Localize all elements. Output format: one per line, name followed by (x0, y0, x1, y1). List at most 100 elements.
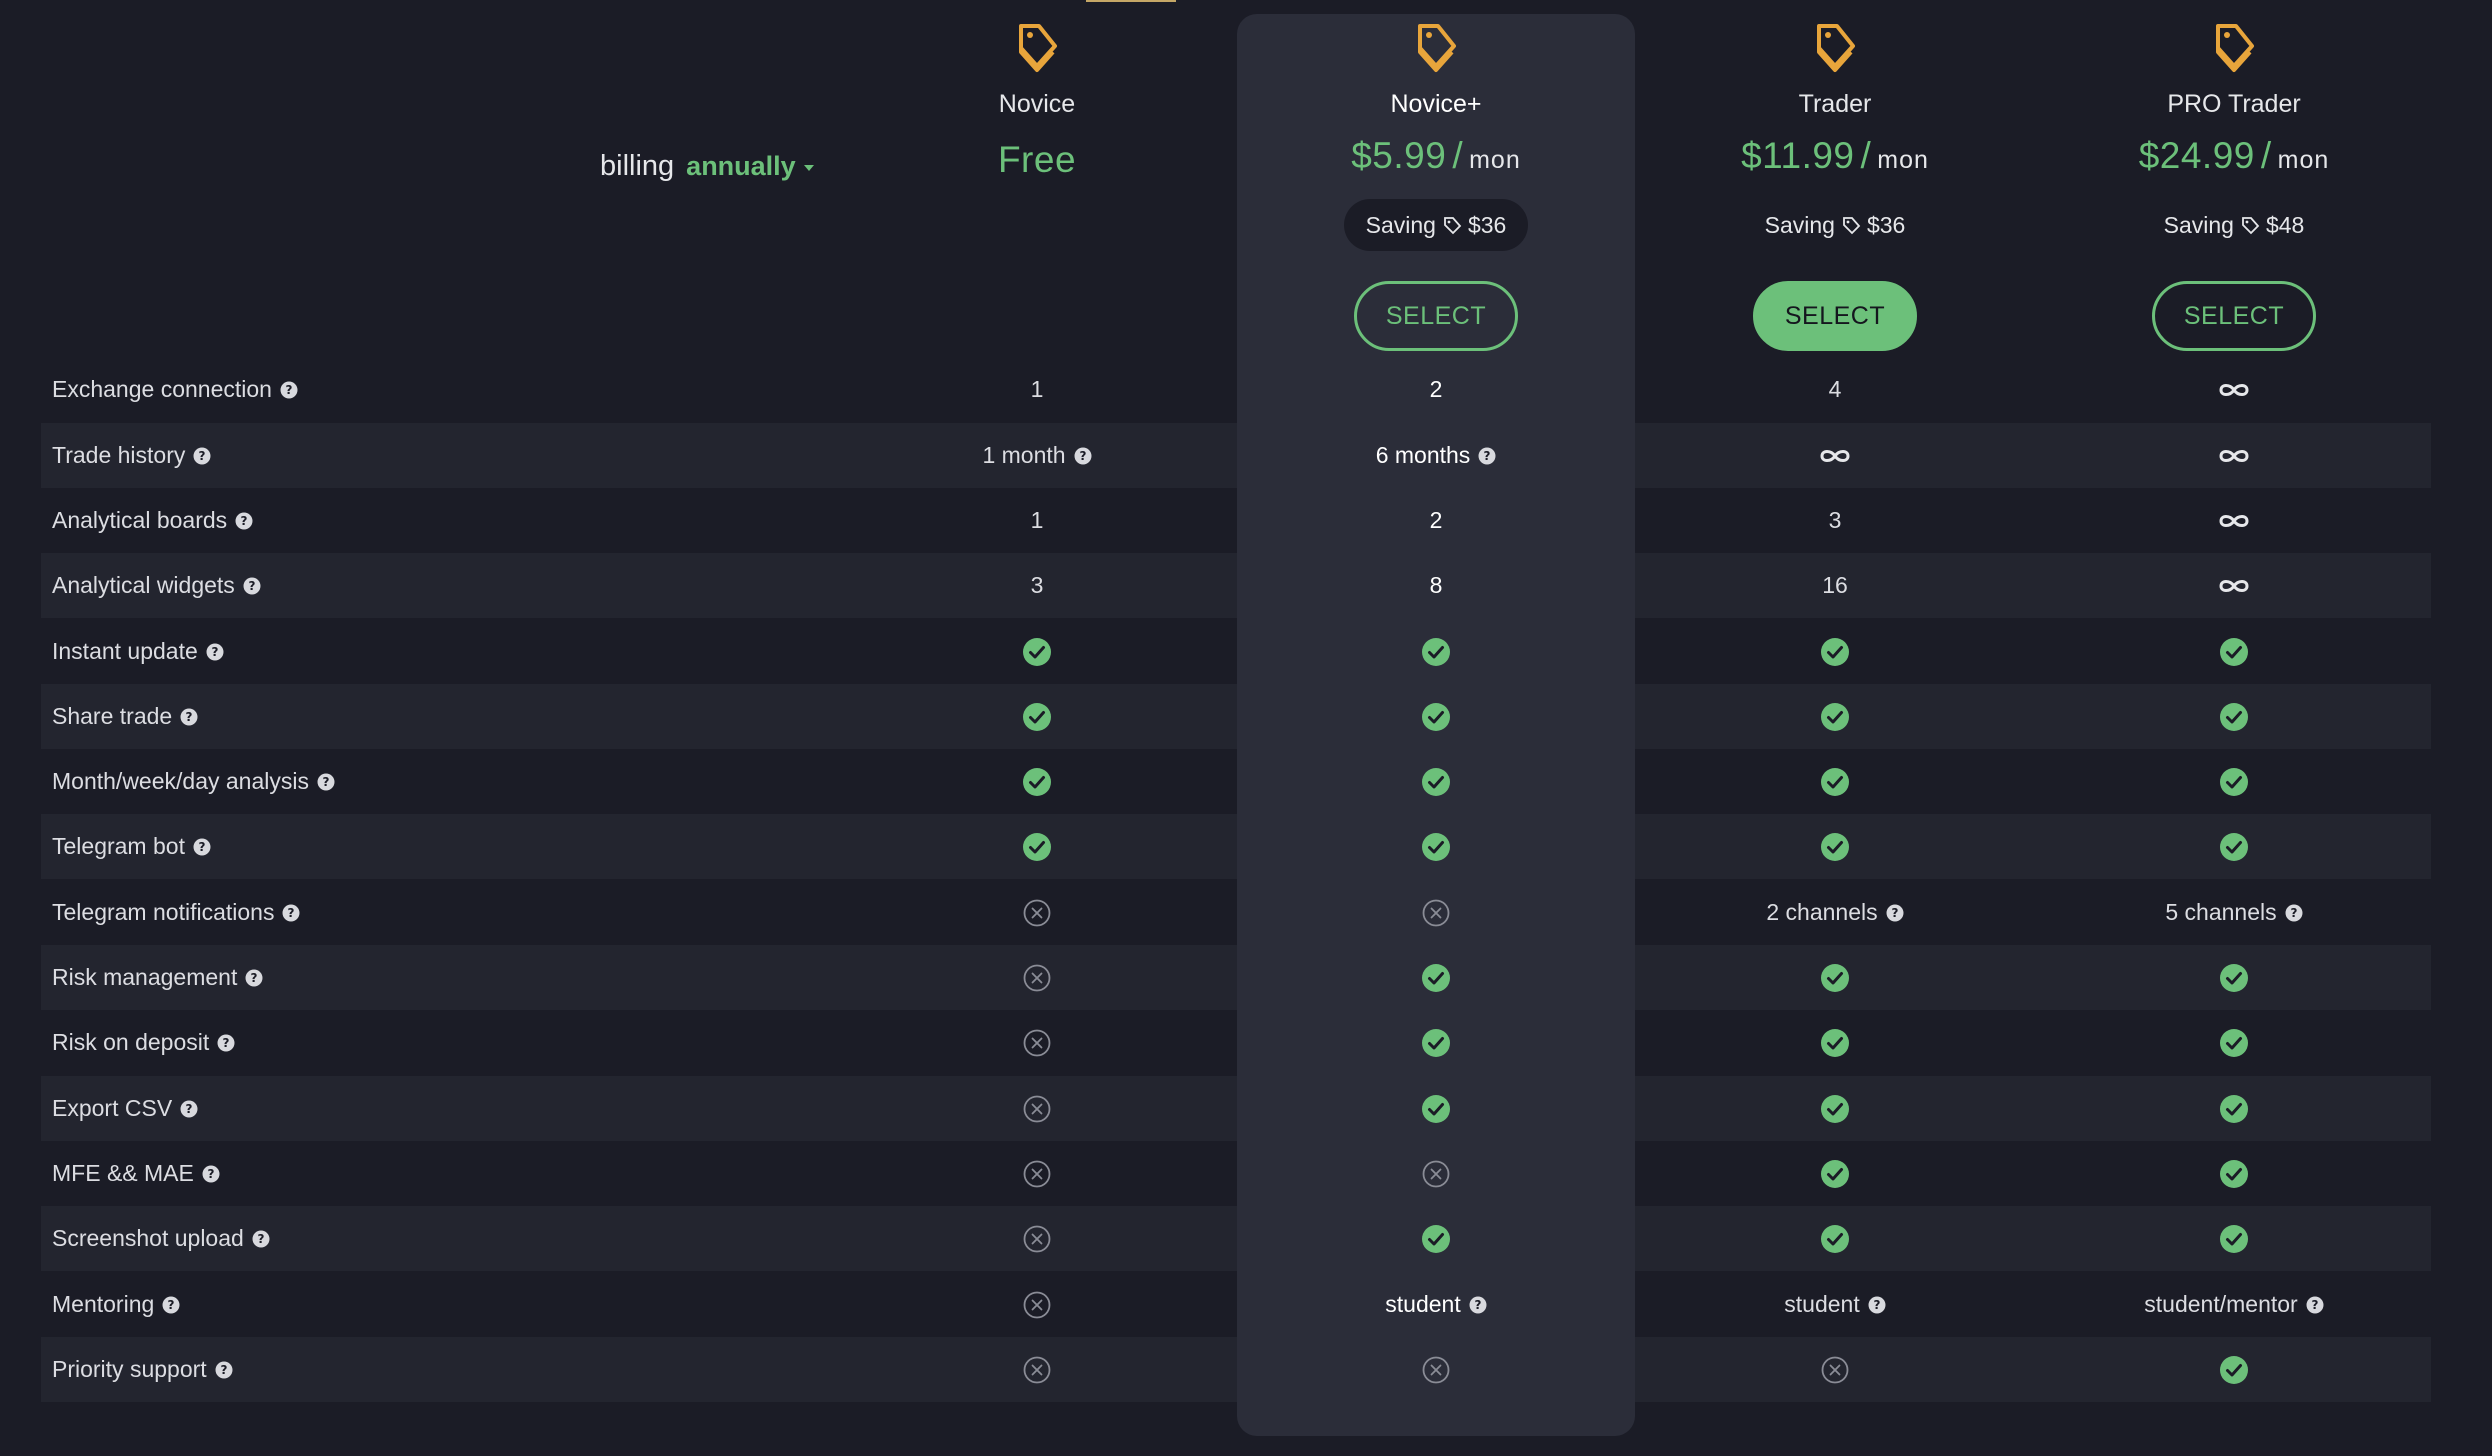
check-icon (1821, 963, 1849, 992)
svg-text:?: ? (168, 1298, 175, 1312)
help-icon[interactable]: ? (180, 1100, 198, 1118)
select-button-novice-plus[interactable]: SELECT (1354, 281, 1518, 351)
help-icon[interactable]: ? (245, 969, 263, 987)
feature-cell (2035, 945, 2433, 1010)
feature-cell: 4 (1636, 357, 2034, 422)
select-button-trader[interactable]: SELECT (1753, 281, 1917, 351)
help-icon[interactable]: ? (217, 1034, 235, 1052)
infinity-icon (2219, 383, 2249, 396)
billing-period-selector[interactable]: billing annually (600, 150, 814, 183)
top-indicator (1086, 0, 1176, 2)
billing-dropdown[interactable]: annually (686, 151, 796, 181)
feature-cell (838, 1337, 1236, 1402)
check-icon (2220, 767, 2248, 796)
help-icon[interactable]: ? (180, 708, 198, 726)
feature-label-text: Exchange connection (52, 376, 272, 402)
help-icon[interactable]: ? (162, 1296, 180, 1314)
feature-label-text: Risk on deposit (52, 1029, 210, 1055)
check-icon (1422, 702, 1450, 731)
help-icon[interactable]: ? (206, 643, 224, 661)
feature-cell (2035, 1337, 2433, 1402)
check-icon (1422, 767, 1450, 796)
feature-cell (1237, 619, 1635, 684)
price-tag-icon (2216, 24, 2254, 72)
feature-row: Instant update? (41, 619, 2431, 684)
plan-header-pro-trader: PRO Trader $24.99/mon Saving $48 SELECT (2035, 20, 2433, 351)
check-icon (1422, 1094, 1450, 1123)
help-icon[interactable]: ? (1886, 904, 1904, 922)
feature-cell (1237, 1206, 1635, 1271)
help-icon[interactable]: ? (243, 577, 261, 595)
feature-label: Export CSV? (52, 1076, 198, 1141)
help-icon[interactable]: ? (1478, 447, 1496, 465)
saving-badge: Saving $48 (2163, 211, 2305, 238)
caret-down-icon[interactable] (803, 164, 814, 171)
check-icon (1422, 1028, 1450, 1057)
feature-cell (1237, 684, 1635, 749)
feature-value: student (1784, 1291, 1860, 1317)
plan-name: Novice+ (1390, 90, 1482, 118)
feature-row: Trade history? 1 month? 6 months? (41, 423, 2431, 488)
feature-value: 1 month (982, 442, 1066, 468)
row-stripe (41, 1206, 2431, 1271)
feature-value: 2 (1429, 376, 1443, 402)
check-icon (2220, 832, 2248, 861)
feature-row: Share trade? (41, 684, 2431, 749)
check-icon (1821, 637, 1849, 666)
help-icon[interactable]: ? (1074, 447, 1092, 465)
feature-row: Analytical boards? 1 2 3 (41, 488, 2431, 553)
help-icon[interactable]: ? (2306, 1296, 2324, 1314)
feature-cell (838, 1076, 1236, 1141)
help-icon[interactable]: ? (317, 773, 335, 791)
feature-row: Telegram notifications? 2 channels? 5 chan… (41, 880, 2431, 945)
help-icon[interactable]: ? (252, 1230, 270, 1248)
feature-cell (1636, 423, 2034, 488)
feature-label: Screenshot upload? (52, 1206, 270, 1271)
check-icon (2220, 1355, 2248, 1384)
feature-label: Instant update? (52, 619, 224, 684)
tag-icon (2242, 217, 2260, 235)
help-icon[interactable]: ? (1868, 1296, 1886, 1314)
check-icon (1821, 702, 1849, 731)
feature-label: Mentoring? (52, 1272, 180, 1337)
feature-cell (1636, 1206, 2034, 1271)
help-icon[interactable]: ? (215, 1361, 233, 1379)
help-icon[interactable]: ? (202, 1165, 220, 1183)
feature-cell: 8 (1237, 553, 1635, 618)
feature-row: Exchange connection? 1 2 4 (41, 357, 2431, 422)
feature-cell (1636, 1010, 2034, 1075)
feature-cell (838, 1272, 1236, 1337)
cross-icon (1023, 899, 1051, 926)
svg-text:?: ? (1079, 449, 1086, 463)
feature-label-text: Trade history (52, 442, 186, 468)
feature-cell: 1 (838, 357, 1236, 422)
svg-text:?: ? (198, 840, 205, 854)
feature-cell: 16 (1636, 553, 2034, 618)
feature-label-text: Analytical boards (52, 507, 228, 533)
check-icon (1821, 1094, 1849, 1123)
feature-label: MFE && MAE? (52, 1141, 220, 1206)
feature-cell (2035, 1076, 2433, 1141)
feature-value: student/mentor (2144, 1291, 2298, 1317)
feature-cell (2035, 814, 2433, 879)
help-icon[interactable]: ? (235, 512, 253, 530)
feature-cell (1237, 945, 1635, 1010)
plan-price: $11.99/mon (1741, 135, 1929, 176)
help-icon[interactable]: ? (193, 838, 211, 856)
feature-cell: 1 (838, 488, 1236, 553)
plan-header-trader: Trader $11.99/mon Saving $36 SELECT (1636, 20, 2034, 351)
feature-cell (838, 814, 1236, 879)
feature-cell (1237, 1141, 1635, 1206)
feature-value: 1 (1030, 507, 1044, 533)
cross-icon (1023, 1029, 1051, 1056)
feature-value: 16 (1822, 572, 1848, 598)
help-icon[interactable]: ? (1469, 1296, 1487, 1314)
help-icon[interactable]: ? (2285, 904, 2303, 922)
help-icon[interactable]: ? (193, 447, 211, 465)
cross-icon (1821, 1356, 1849, 1383)
help-icon[interactable]: ? (282, 904, 300, 922)
help-icon[interactable]: ? (280, 381, 298, 399)
select-button-pro-trader[interactable]: SELECT (2152, 281, 2316, 351)
check-icon (1023, 832, 1051, 861)
billing-label: billing (600, 150, 675, 182)
